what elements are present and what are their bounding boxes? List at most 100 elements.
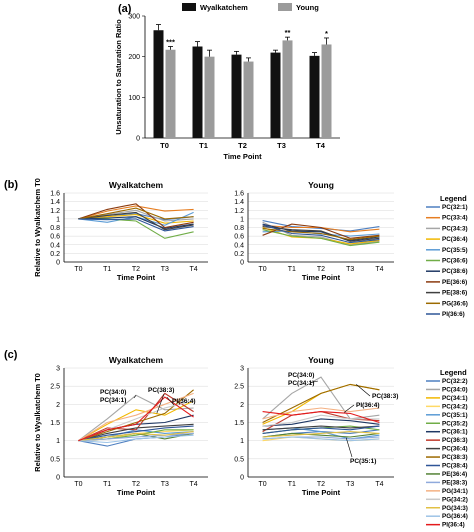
legend-label: Young xyxy=(296,3,319,12)
annotation-arrow xyxy=(133,395,137,399)
legend-label: Wyalkatchem xyxy=(200,3,248,12)
series-line xyxy=(78,400,194,442)
series-line xyxy=(78,423,194,442)
y-tick-label: 0 xyxy=(56,475,60,482)
x-axis-label: Time Point xyxy=(223,152,262,161)
y-tick-label: 200 xyxy=(128,54,140,61)
legend-title: Legend xyxy=(440,368,467,377)
legend-label: PC(38:3) xyxy=(442,454,468,461)
x-tick-label: T2 xyxy=(317,266,325,273)
x-axis-label: Time Point xyxy=(117,273,156,282)
y-axis-label: Relative to Wyalkatchem T0 xyxy=(33,178,42,277)
legend-label: PG(36:6) xyxy=(442,300,468,307)
x-tick-label: T2 xyxy=(132,266,140,273)
annotation: PC(34:0) xyxy=(100,389,126,396)
legend-label: PE(38:3) xyxy=(442,479,467,486)
series-line xyxy=(78,207,194,220)
series-line xyxy=(262,226,380,242)
x-tick-label: T3 xyxy=(346,266,354,273)
bar xyxy=(204,56,215,138)
x-tick-label: T1 xyxy=(199,141,208,150)
x-tick-label: T3 xyxy=(161,266,169,273)
bar xyxy=(243,61,254,139)
y-tick-label: 2.5 xyxy=(234,384,244,391)
x-tick-label: T0 xyxy=(74,481,82,488)
y-tick-label: 0.6 xyxy=(50,234,60,241)
y-tick-label: 0.5 xyxy=(50,456,60,463)
y-tick-label: 0 xyxy=(56,260,60,267)
x-tick-label: T3 xyxy=(161,481,169,488)
y-axis-label: Relative to Wyalkatchem T0 xyxy=(33,373,42,472)
plot-left: Wyalkatchem 0 0.5 1 1.5 2 2.5 3 T0 T1 T2 T3 T4 Time P… xyxy=(33,355,208,497)
legend-label: PC(33:4) xyxy=(442,215,468,222)
y-tick-label: 0 xyxy=(240,260,244,267)
y-tick-label: 1 xyxy=(56,438,60,445)
series-line xyxy=(262,414,380,427)
plot-title: Young xyxy=(308,355,334,365)
legend-label: PE(36:6) xyxy=(442,279,467,286)
legend-label: PG(36:4) xyxy=(442,513,468,520)
bar xyxy=(231,54,242,139)
x-tick-label: T0 xyxy=(259,481,267,488)
x-tick-label: T4 xyxy=(190,481,198,488)
legend-label: PC(36:1) xyxy=(442,429,468,436)
legend-swatch xyxy=(278,3,292,11)
plot-right: Young 0 0.2 0.40.6 0.8 11.2 1.41.6 T0 T1 T2 T3 T4 Ti… xyxy=(234,180,394,282)
series-line xyxy=(78,396,194,442)
x-axis-label: Time Point xyxy=(302,488,341,497)
legend-label: PI(36:6) xyxy=(442,311,465,318)
x-tick-label: T4 xyxy=(375,481,383,488)
x-tick-label: T0 xyxy=(259,266,267,273)
y-tick-label: 1.2 xyxy=(234,208,244,215)
y-tick-label: 3 xyxy=(240,366,244,373)
series-line xyxy=(78,216,194,229)
x-tick-label: T2 xyxy=(317,481,325,488)
legend-label: PC(34:3) xyxy=(442,225,468,232)
legend-label: PE(36:4) xyxy=(442,471,467,478)
legend-label: PC(32:2) xyxy=(442,378,468,385)
y-tick-label: 1.6 xyxy=(50,191,60,198)
panel-label-a: (a) xyxy=(118,3,132,15)
y-tick-label: 0.2 xyxy=(234,251,244,258)
series-line xyxy=(262,223,380,239)
series-line xyxy=(262,229,380,247)
annotation: PC(35:1) xyxy=(350,458,376,465)
legend-label: PC(36:3) xyxy=(442,437,468,444)
annotation-arrow xyxy=(166,396,175,406)
series-line xyxy=(262,224,380,244)
legend-title: Legend xyxy=(440,194,467,203)
y-tick-label: 2 xyxy=(240,402,244,409)
legend-label: PI(36:4) xyxy=(442,522,465,529)
annotation-arrow xyxy=(356,384,371,397)
y-tick-label: 0 xyxy=(136,136,140,143)
annotation: PC(34:0) xyxy=(288,372,314,379)
y-tick-label: 2 xyxy=(56,402,60,409)
legend-label: PG(34:1) xyxy=(442,488,468,495)
series-line xyxy=(78,218,194,232)
plot-title: Wyalkatchem xyxy=(109,180,164,190)
series-line xyxy=(262,376,380,420)
y-tick-label: 0 xyxy=(240,475,244,482)
significance-marker: ** xyxy=(285,28,291,37)
series-line xyxy=(262,411,380,424)
series-line xyxy=(78,211,194,231)
series-line xyxy=(262,432,380,438)
y-tick-label: 1 xyxy=(240,438,244,445)
series-line xyxy=(262,383,380,423)
x-tick-label: T1 xyxy=(103,481,111,488)
y-tick-label: 1.2 xyxy=(50,208,60,215)
series-line xyxy=(78,392,194,442)
legend-label: PC(35:5) xyxy=(442,247,468,254)
series-line xyxy=(262,418,380,427)
legend-label: PC(36:6) xyxy=(442,258,468,265)
x-tick-label: T0 xyxy=(160,141,169,150)
bar xyxy=(321,44,332,138)
x-tick-label: T3 xyxy=(277,141,286,150)
x-tick-label: T0 xyxy=(74,266,82,273)
y-tick-label: 0.6 xyxy=(234,234,244,241)
bar xyxy=(192,46,203,138)
